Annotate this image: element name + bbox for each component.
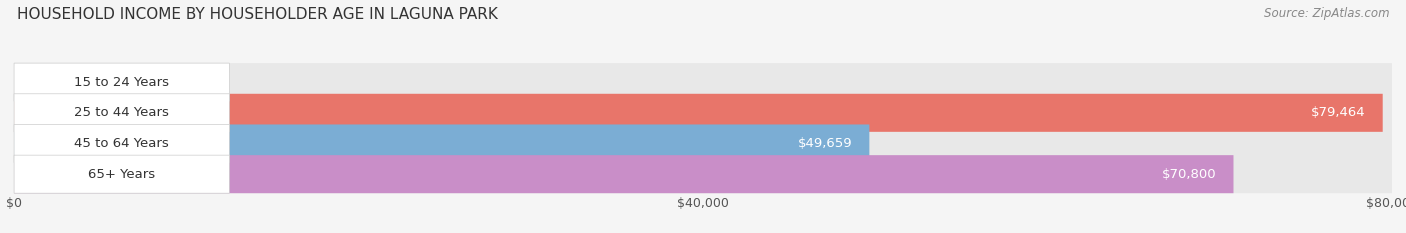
Text: $0: $0: [35, 76, 52, 89]
FancyBboxPatch shape: [14, 155, 1233, 193]
Text: $49,659: $49,659: [797, 137, 852, 150]
Text: 15 to 24 Years: 15 to 24 Years: [75, 76, 169, 89]
FancyBboxPatch shape: [14, 63, 1392, 101]
Text: 45 to 64 Years: 45 to 64 Years: [75, 137, 169, 150]
Text: 25 to 44 Years: 25 to 44 Years: [75, 106, 169, 119]
Text: $79,464: $79,464: [1310, 106, 1365, 119]
Text: HOUSEHOLD INCOME BY HOUSEHOLDER AGE IN LAGUNA PARK: HOUSEHOLD INCOME BY HOUSEHOLDER AGE IN L…: [17, 7, 498, 22]
FancyBboxPatch shape: [14, 155, 1392, 193]
FancyBboxPatch shape: [14, 155, 229, 193]
FancyBboxPatch shape: [14, 124, 229, 163]
FancyBboxPatch shape: [14, 124, 869, 163]
FancyBboxPatch shape: [14, 124, 1392, 163]
FancyBboxPatch shape: [14, 94, 229, 132]
Text: Source: ZipAtlas.com: Source: ZipAtlas.com: [1264, 7, 1389, 20]
Text: 65+ Years: 65+ Years: [89, 168, 155, 181]
FancyBboxPatch shape: [14, 63, 229, 101]
FancyBboxPatch shape: [14, 94, 1392, 132]
FancyBboxPatch shape: [14, 94, 1382, 132]
Text: $70,800: $70,800: [1161, 168, 1216, 181]
